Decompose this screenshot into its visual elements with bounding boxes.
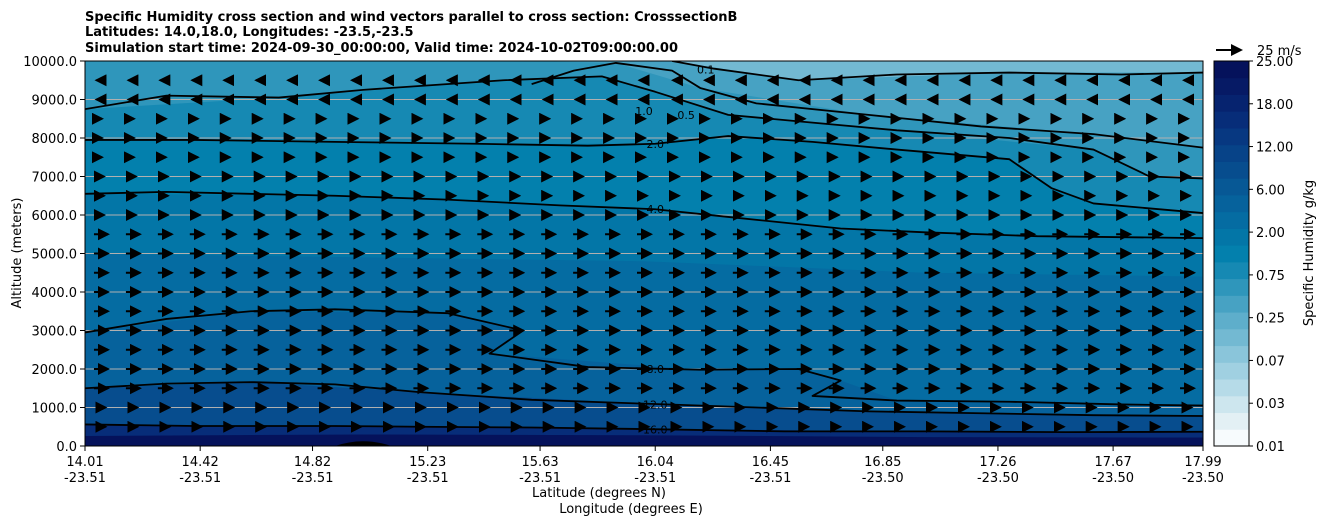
x-tick-label-lon: -23.50 (862, 471, 904, 486)
x-tick-label-lon: -23.51 (64, 471, 106, 486)
colorbar-tick-label: 2.00 (1256, 226, 1285, 241)
colorbar-segment (1214, 345, 1249, 363)
x-tick-label-lat: 17.99 (1184, 455, 1221, 470)
colorbar-segment (1214, 245, 1249, 263)
y-tick-label: 0.0 (56, 440, 77, 455)
y-tick-label: 6000.0 (32, 209, 78, 224)
colorbar-segment (1214, 144, 1249, 162)
y-tick-label: 8000.0 (32, 132, 78, 147)
wind-vectors (91, 74, 1197, 433)
x-tick-label-lon: -23.50 (977, 471, 1019, 486)
colorbar-tick-label: 0.03 (1256, 397, 1285, 412)
colorbar-tick-label: 6.00 (1256, 183, 1285, 198)
colorbar-segment (1214, 295, 1249, 313)
colorbar-segment (1214, 278, 1249, 296)
colorbar-segment (1214, 362, 1249, 380)
x-axis: 14.01-23.5114.42-23.5114.82-23.5115.23-2… (64, 446, 1224, 486)
colorbar-tick-label: 18.00 (1256, 98, 1293, 113)
colorbar-tick-label: 0.01 (1256, 440, 1285, 455)
colorbar-segment (1214, 127, 1249, 146)
terrain-shape (335, 441, 392, 446)
colorbar-tick-label: 0.07 (1256, 354, 1285, 369)
colorbar-segment (1214, 429, 1249, 447)
y-tick-label: 7000.0 (32, 171, 78, 186)
colorbar-segment (1214, 161, 1249, 179)
y-tick-label: 9000.0 (32, 94, 78, 109)
x-tick-label-lon: -23.51 (634, 471, 676, 486)
colorbar-segment (1214, 379, 1249, 397)
colorbar-segment (1214, 61, 1249, 79)
quiver-key-label: 25 m/s (1257, 44, 1302, 59)
contour-line (85, 135, 1203, 214)
chart-title: Specific Humidity cross section and wind… (85, 10, 737, 56)
colorbar-segment (1214, 228, 1249, 246)
contour-label: 12.0 (643, 398, 668, 411)
y-axis: 0.0 1000.0 2000.0 3000.0 4000.0 5000.0 6000.0 7… (23, 55, 85, 455)
colorbar-segment (1214, 328, 1249, 347)
x-tick-label-lat: 14.42 (182, 455, 219, 470)
y-axis-label: Altitude (meters) (10, 198, 25, 309)
x-tick-label-lon: -23.50 (1182, 471, 1224, 486)
y-tick-label: 10000.0 (23, 55, 77, 70)
y-tick-label: 1000.0 (32, 402, 78, 417)
contour-label: 16.0 (643, 423, 668, 436)
x-tick-label-lat: 16.04 (637, 455, 674, 470)
colorbar-segment (1214, 77, 1249, 95)
x-tick-label-lon: -23.51 (407, 471, 449, 486)
x-tick-label-lon: -23.51 (519, 471, 561, 486)
x-tick-label-lon: -23.51 (749, 471, 791, 486)
colorbar-tick-label: 12.00 (1256, 141, 1293, 156)
colorbar-tick-label: 0.75 (1256, 269, 1285, 284)
x-tick-label-lat: 16.85 (864, 455, 901, 470)
plot-area: 16.012.08.04.02.01.0 0.50.1 (85, 61, 1203, 446)
colorbar-segment (1214, 94, 1249, 112)
colorbar-label: Specific Humidity g/kg (1302, 180, 1317, 326)
colorbar-segment (1214, 194, 1249, 213)
title-line-2: Latitudes: 14.0,18.0, Longitudes: -23.5,… (85, 25, 414, 40)
x-tick-label-lat: 14.82 (294, 455, 331, 470)
x-tick-label-lat: 15.63 (521, 455, 558, 470)
colorbar-tick-label: 25.00 (1256, 55, 1293, 70)
quiver-key: 25 m/s (1216, 44, 1302, 59)
y-tick-label: 5000.0 (32, 248, 78, 263)
colorbar-segment (1214, 111, 1249, 129)
x-tick-label-lat: 17.26 (979, 455, 1016, 470)
colorbar-segment (1214, 395, 1249, 414)
title-line-3: Simulation start time: 2024-09-30_00:00:… (85, 41, 678, 56)
colorbar-segment (1214, 412, 1249, 430)
x-tick-label-lat: 16.45 (752, 455, 789, 470)
contour-label: 2.0 (646, 138, 664, 151)
x-tick-label-lat: 15.23 (409, 455, 446, 470)
x-tick-label-lon: -23.51 (292, 471, 334, 486)
y-tick-label: 3000.0 (32, 325, 78, 340)
colorbar-tick-label: 0.25 (1256, 312, 1285, 327)
contour-label: 0.1 (697, 63, 715, 76)
colorbar-frame (1213, 60, 1250, 447)
x-tick-label-lon: -23.51 (179, 471, 221, 486)
colorbar-segment (1214, 178, 1249, 196)
contour-line (531, 62, 1203, 149)
y-tick-label: 2000.0 (32, 363, 78, 378)
x-tick-label-lat: 14.01 (66, 455, 103, 470)
x-tick-label-lon: -23.50 (1092, 471, 1134, 486)
colorbar-segment (1214, 312, 1249, 330)
x-tick-label-lat: 17.67 (1095, 455, 1132, 470)
colorbar: 0.01 0.03 0.07 0.25 0.75 2.00 6.00 12.00 18.00 25… (1213, 55, 1293, 455)
terrain (335, 441, 392, 446)
x-axis-label-lon: Longitude (degrees E) (559, 502, 703, 517)
contour-label: 0.5 (677, 109, 695, 122)
title-line-1: Specific Humidity cross section and wind… (85, 10, 737, 25)
x-axis-label-lat: Latitude (degrees N) (532, 486, 666, 501)
contour-label: 4.0 (646, 203, 664, 216)
y-tick-label: 4000.0 (32, 286, 78, 301)
colorbar-segment (1214, 211, 1249, 229)
contour-label: 1.0 (635, 105, 653, 118)
colorbar-segment (1214, 261, 1249, 280)
